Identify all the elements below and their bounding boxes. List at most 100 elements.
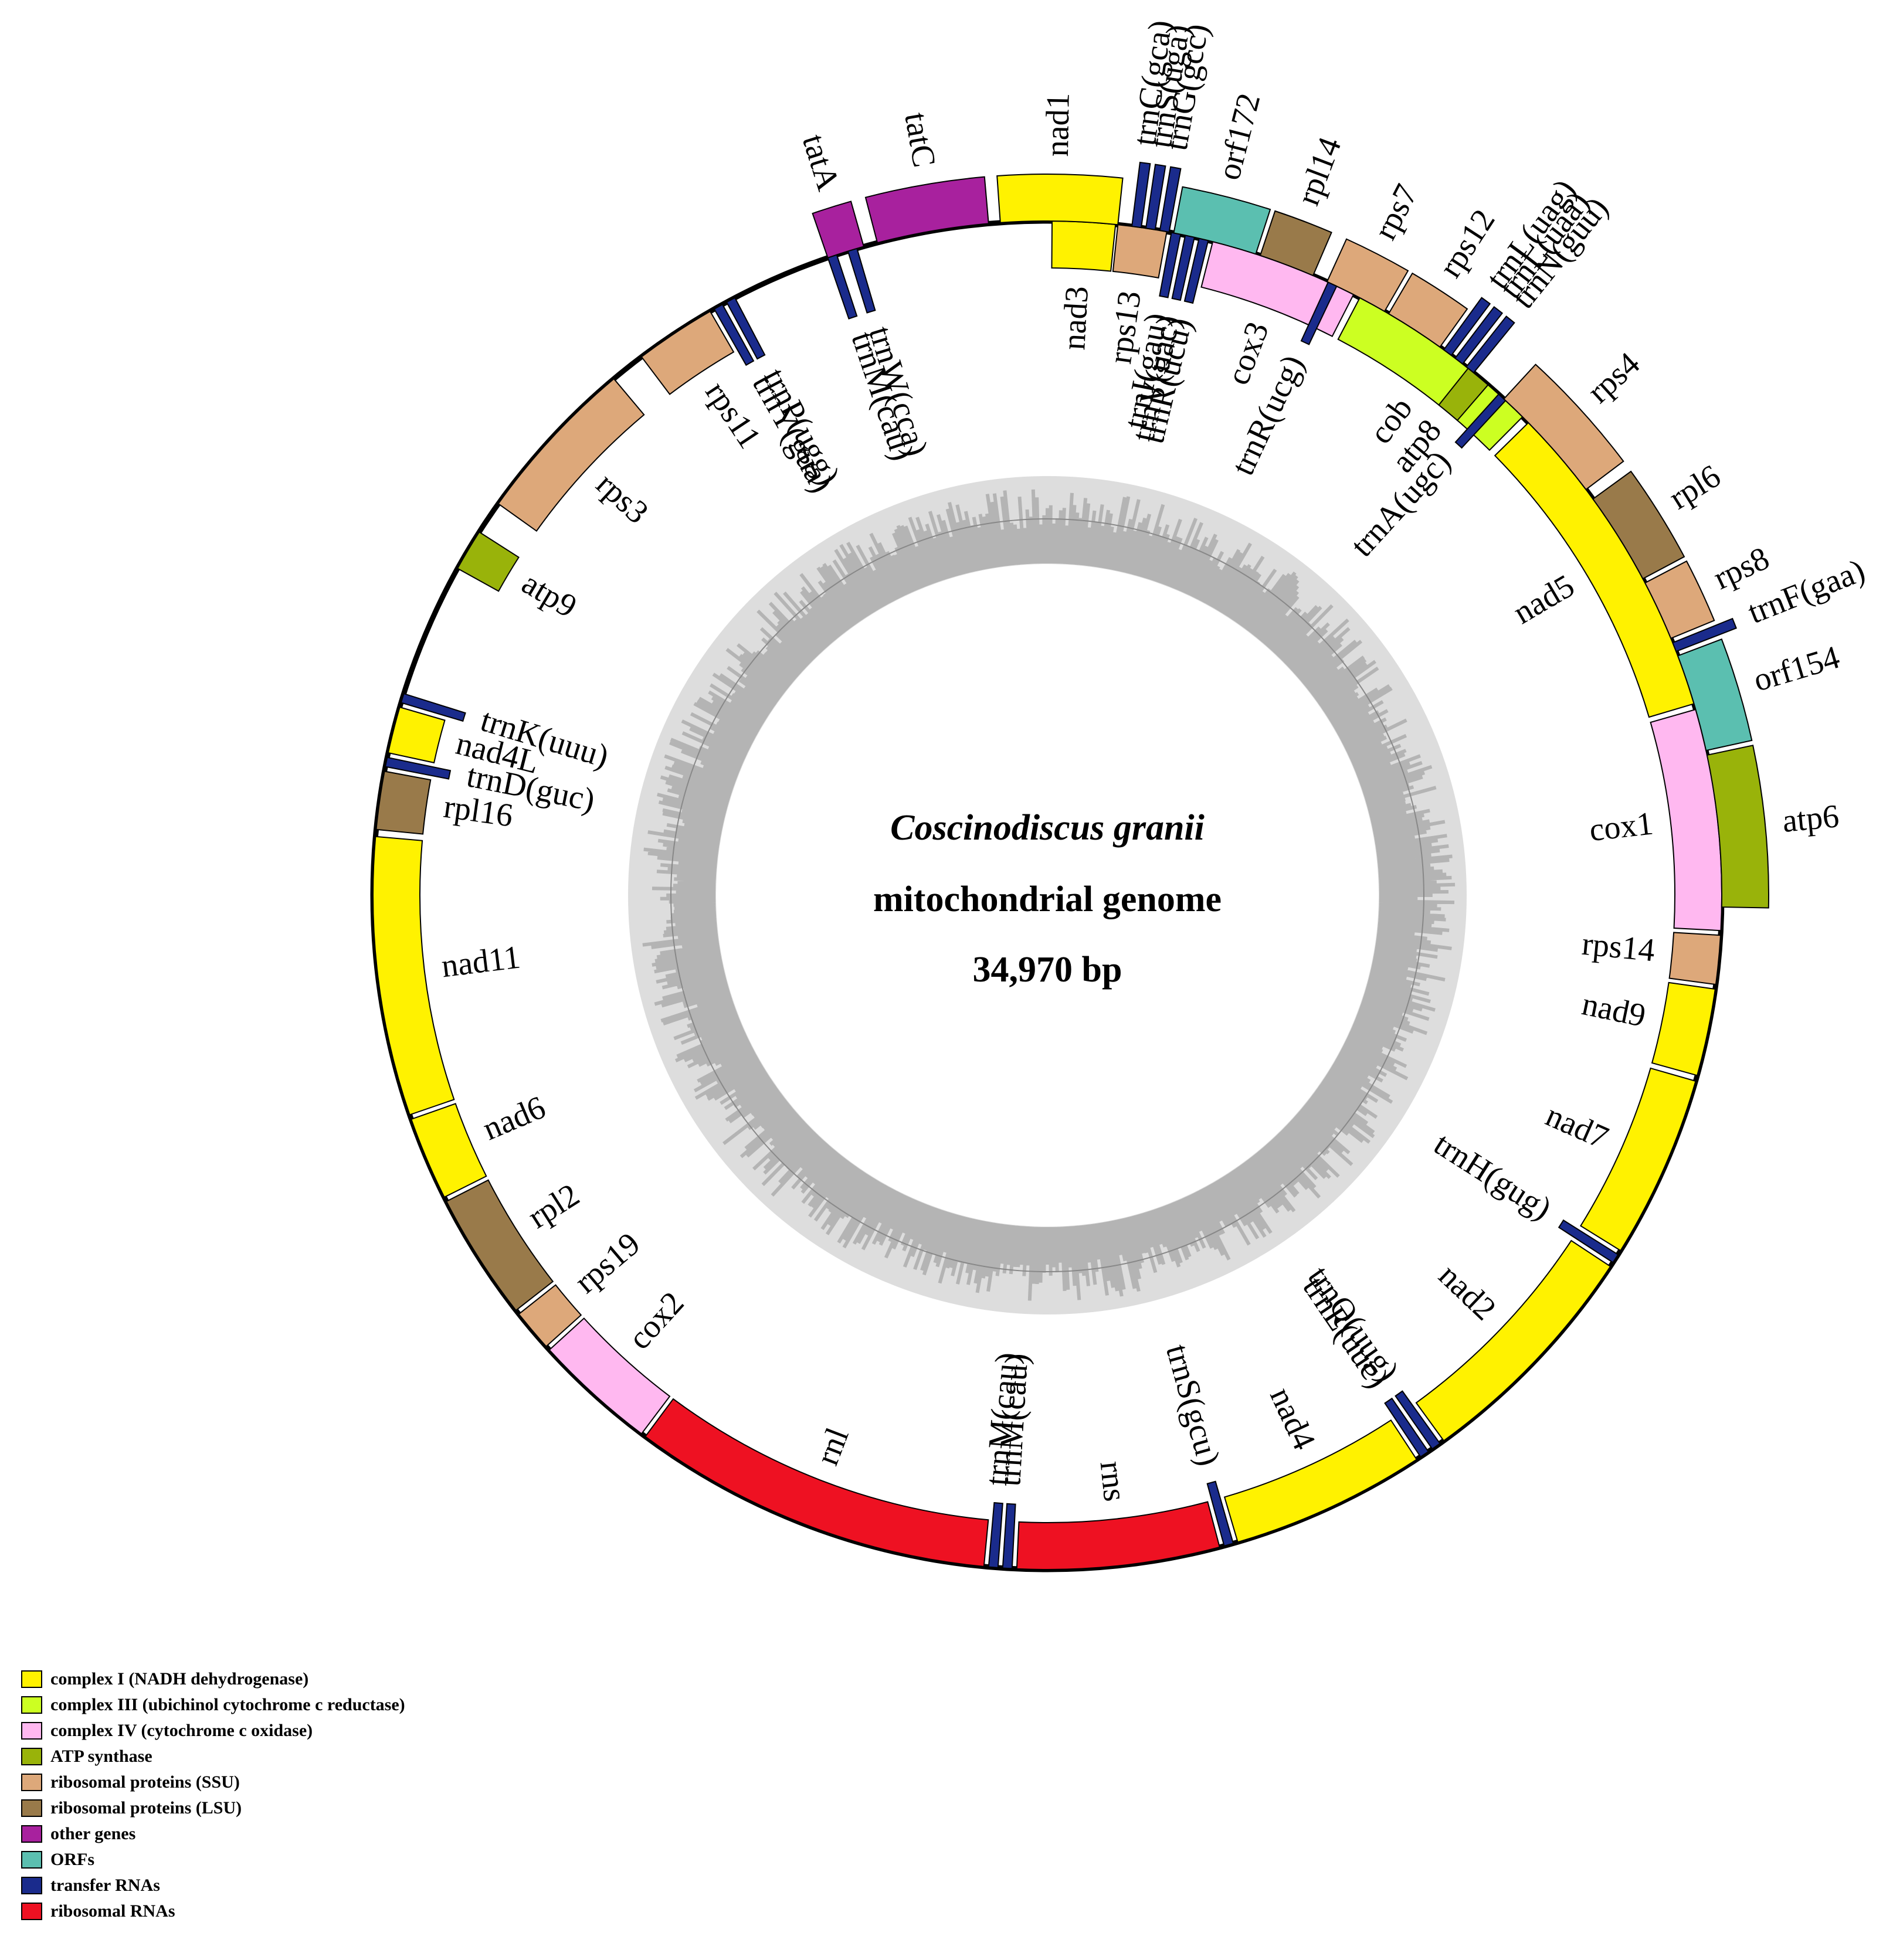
gene-block-rpl16-27	[375, 770, 432, 835]
gene-label-nad4-16: nad4	[1263, 1382, 1322, 1455]
legend-item-other: other genes	[21, 1821, 405, 1847]
gene-block-trne-uuc-15	[1384, 1397, 1430, 1458]
legend-label-orf: ORFs	[50, 1850, 94, 1869]
gene-block-nad11-26	[372, 835, 455, 1116]
gene-label-nad9-10: nad9	[1579, 986, 1648, 1034]
gene-block-rps14-9	[1668, 932, 1722, 986]
gene-block-trnm-cau-19	[1002, 1503, 1016, 1570]
gene-block-orf154-58	[1677, 638, 1753, 752]
gene-block-atp9-31	[456, 531, 520, 592]
legend-item-atp: ATP synthase	[21, 1744, 405, 1769]
legend-item-lsu: ribosomal proteins (LSU)	[21, 1795, 405, 1821]
gene-label-nad3-0: nad3	[1056, 286, 1095, 351]
gene-block-trns-gcu-17	[1206, 1480, 1234, 1547]
gene-block-rpl6-55	[1592, 470, 1685, 580]
legend-item-complex4: complex IV (cytochrome c oxidase)	[21, 1718, 405, 1744]
legend-swatch-complex3	[21, 1696, 42, 1714]
gene-block-trnm-cau-20	[988, 1502, 1003, 1568]
legend-label-atp: ATP synthase	[50, 1747, 152, 1766]
legend-label-trna: transfer RNAs	[50, 1876, 160, 1895]
legend-label-complex1: complex I (NADH dehydrogenase)	[50, 1669, 309, 1689]
gene-block-nad1-40	[996, 174, 1124, 226]
gene-label-rpl14-45: rpl14	[1290, 133, 1349, 210]
gene-label-atp9-31: atp9	[515, 565, 583, 625]
gene-label-rns-18: rns	[1093, 1459, 1134, 1503]
legend-label-complex4: complex IV (cytochrome c oxidase)	[50, 1721, 313, 1740]
gene-label-rnl-21: rnl	[809, 1423, 856, 1470]
gene-block-rnl-21	[644, 1398, 989, 1567]
gene-block-rps3-32	[497, 378, 645, 532]
gene-block-trns-uga-42	[1145, 164, 1166, 230]
gene-block-trnf-gaa-57	[1671, 617, 1738, 653]
gene-block-trnp-ugg-35	[725, 297, 766, 360]
gene-track	[370, 161, 1769, 1572]
gc-midline	[670, 518, 1424, 1272]
gene-label-tata-38: tatA	[795, 130, 847, 195]
gene-label-rps14-9: rps14	[1580, 926, 1657, 969]
gene-block-tata-38	[812, 201, 865, 259]
gene-block-trny-gua-34	[713, 303, 755, 366]
legend-swatch-ssu	[21, 1774, 42, 1791]
gene-block-rps11-33	[640, 310, 735, 395]
gene-block-atp6-59	[1706, 745, 1769, 909]
legend-item-complex3: complex III (ubichinol cytochrome c redu…	[21, 1692, 405, 1718]
gene-block-rps12-48	[1387, 272, 1468, 348]
legend-label-complex3: complex III (ubichinol cytochrome c redu…	[50, 1695, 405, 1714]
gene-block-rpl14-45	[1259, 210, 1332, 277]
legend-swatch-other	[21, 1825, 42, 1843]
gene-block-nad7-11	[1580, 1067, 1697, 1252]
gc-content-bars	[642, 489, 1456, 1301]
gene-label-nad2-13: nad2	[1431, 1257, 1503, 1327]
legend-item-orf: ORFs	[21, 1847, 405, 1873]
gene-block-tatc-39	[864, 176, 989, 244]
legend: complex I (NADH dehydrogenase) complex II…	[21, 1666, 405, 1924]
gene-block-trnr-ucg-47	[1300, 281, 1338, 345]
legend-label-lsu: ribosomal proteins (LSU)	[50, 1798, 242, 1818]
gene-block-nad2-13	[1415, 1239, 1612, 1442]
legend-swatch-trna	[21, 1877, 42, 1894]
genome-size: 34,970 bp	[973, 950, 1122, 990]
gene-block-rpl2-24	[445, 1179, 554, 1312]
gene-label-nad5-7: nad5	[1507, 568, 1580, 631]
gene-block-trna-ugc-53	[1454, 393, 1507, 449]
gene-label-rps19-23: rps19	[568, 1225, 647, 1300]
gene-block-trnd-guc-28	[384, 756, 452, 780]
gene-label-rps3-32: rps3	[589, 466, 656, 531]
gene-block-rns-18	[1016, 1501, 1220, 1571]
gene-block-rps4-54	[1502, 364, 1624, 491]
legend-item-complex1: complex I (NADH dehydrogenase)	[21, 1666, 405, 1692]
gene-label-tatc-39: tatC	[897, 110, 942, 170]
gene-block-rps8-56	[1644, 560, 1715, 640]
gene-label-rpl2-24: rpl2	[521, 1177, 585, 1236]
gene-block-nad4-16	[1223, 1419, 1418, 1543]
gene-label-atp6-59: atp6	[1781, 798, 1841, 840]
gene-block-orf172-44	[1173, 186, 1271, 255]
gene-block-trnq-uug-14	[1395, 1390, 1441, 1450]
gene-label-rpl6-55: rpl6	[1663, 458, 1726, 517]
gene-label-orf154-58: orf154	[1749, 639, 1844, 699]
legend-swatch-complex4	[21, 1722, 42, 1740]
gene-label-nad1-40: nad1	[1039, 93, 1077, 157]
gene-block-trnl-uaa-50	[1454, 305, 1504, 365]
gene-label-rps4-54: rps4	[1580, 345, 1647, 410]
legend-swatch-orf	[21, 1851, 42, 1869]
gene-label-rps7-46: rps7	[1367, 178, 1425, 245]
gene-block-nad9-10	[1651, 981, 1716, 1076]
gene-label-orf172-44: orf172	[1210, 90, 1267, 184]
legend-swatch-atp	[21, 1748, 42, 1765]
gene-label-nad11-26: nad11	[439, 939, 522, 984]
gene-label-trns-gcu-17: trnS(gcu)	[1159, 1340, 1227, 1469]
gc-content-ring	[628, 476, 1467, 1314]
legend-label-ssu: ribosomal proteins (SSU)	[50, 1772, 240, 1792]
legend-swatch-complex1	[21, 1670, 42, 1688]
gene-label-nad6-25: nad6	[478, 1089, 551, 1148]
gene-block-nad4l-29	[387, 706, 446, 764]
gene-label-cox2-22: cox2	[621, 1285, 691, 1356]
legend-item-rrna: ribosomal RNAs	[21, 1898, 405, 1924]
gene-block-trnc-gca-41	[1131, 161, 1151, 229]
gene-block-cox2-22	[548, 1317, 671, 1435]
gene-label-cox1-8: cox1	[1587, 805, 1655, 848]
gene-block-trnh-gug-12	[1558, 1219, 1619, 1263]
